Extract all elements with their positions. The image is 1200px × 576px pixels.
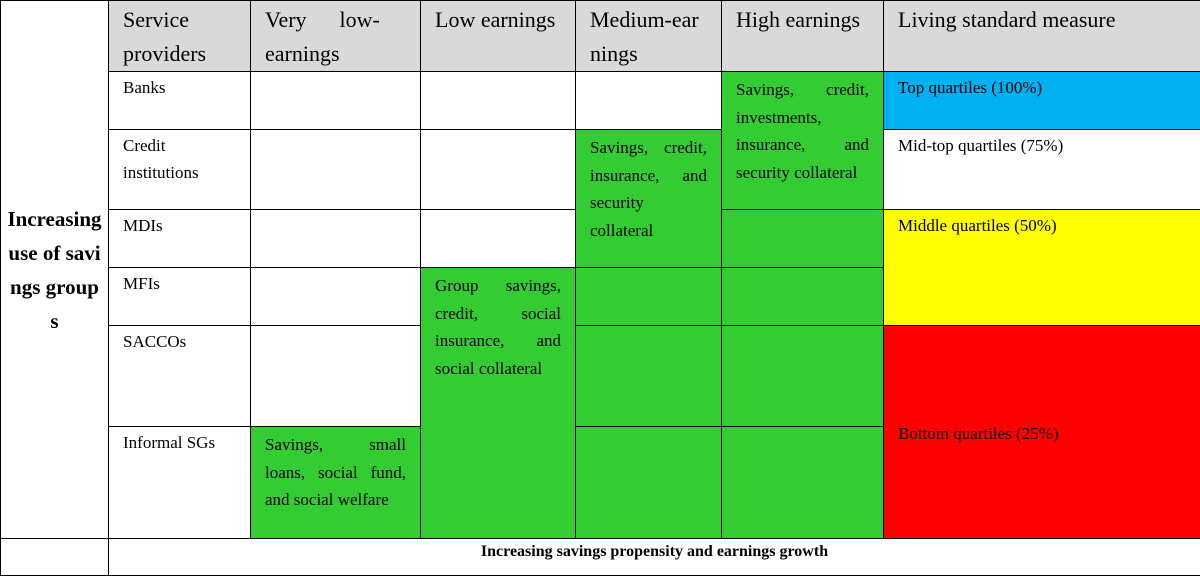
cell-mfis-medium [576, 268, 722, 326]
provider-banks: Banks [109, 72, 251, 130]
lsm-mid-top-quartiles: Mid-top quartiles (75%) [884, 130, 1200, 210]
service-very-low-earnings: Savings, small loans, social fund, and s… [251, 427, 421, 539]
cell-mdis-high [722, 210, 884, 268]
service-medium-earnings: Savings, credit, insurance, and security… [576, 130, 722, 268]
header-living-standard-measure: Living standard measure [884, 1, 1200, 72]
side-label-increasing-use: Increasing use of savings groups [1, 1, 109, 539]
provider-credit-institutions: Credit institutions [109, 130, 251, 210]
header-medium-earnings: Medium-earnings [576, 1, 722, 72]
provider-mfis: MFIs [109, 268, 251, 326]
provider-mdis: MDIs [109, 210, 251, 268]
header-high-earnings: High earnings [722, 1, 884, 72]
cell-informal-medium [576, 427, 722, 539]
cell-mdis-very-low [251, 210, 421, 268]
lsm-bottom-quartiles: Bottom quartiles (25%) [884, 326, 1200, 539]
cell-credit-very-low [251, 130, 421, 210]
header-very-low-earnings: Very low-earnings [251, 1, 421, 72]
cell-credit-low [421, 130, 576, 210]
cell-mdis-low [421, 210, 576, 268]
provider-informal-sgs: Informal SGs [109, 427, 251, 539]
lsm-top-quartiles: Top quartiles (100%) [884, 72, 1200, 130]
service-high-earnings: Savings, credit, investments, insurance,… [722, 72, 884, 210]
header-low-earnings: Low earnings [421, 1, 576, 72]
cell-saccos-medium [576, 326, 722, 427]
lsm-middle-quartiles: Middle quartiles (50%) [884, 210, 1200, 326]
service-low-earnings: Group savings, credit, social insurance,… [421, 268, 576, 539]
cell-mfis-high [722, 268, 884, 326]
cell-saccos-high [722, 326, 884, 427]
provider-saccos: SACCOs [109, 326, 251, 427]
footer-empty-cell [1, 539, 109, 576]
cell-banks-very-low [251, 72, 421, 130]
cell-informal-high [722, 427, 884, 539]
header-service-providers: Service providers [109, 1, 251, 72]
footer-savings-propensity: Increasing savings propensity and earnin… [109, 539, 1200, 576]
cell-banks-medium [576, 72, 722, 130]
cell-saccos-very-low [251, 326, 421, 427]
cell-mfis-very-low [251, 268, 421, 326]
cell-banks-low [421, 72, 576, 130]
